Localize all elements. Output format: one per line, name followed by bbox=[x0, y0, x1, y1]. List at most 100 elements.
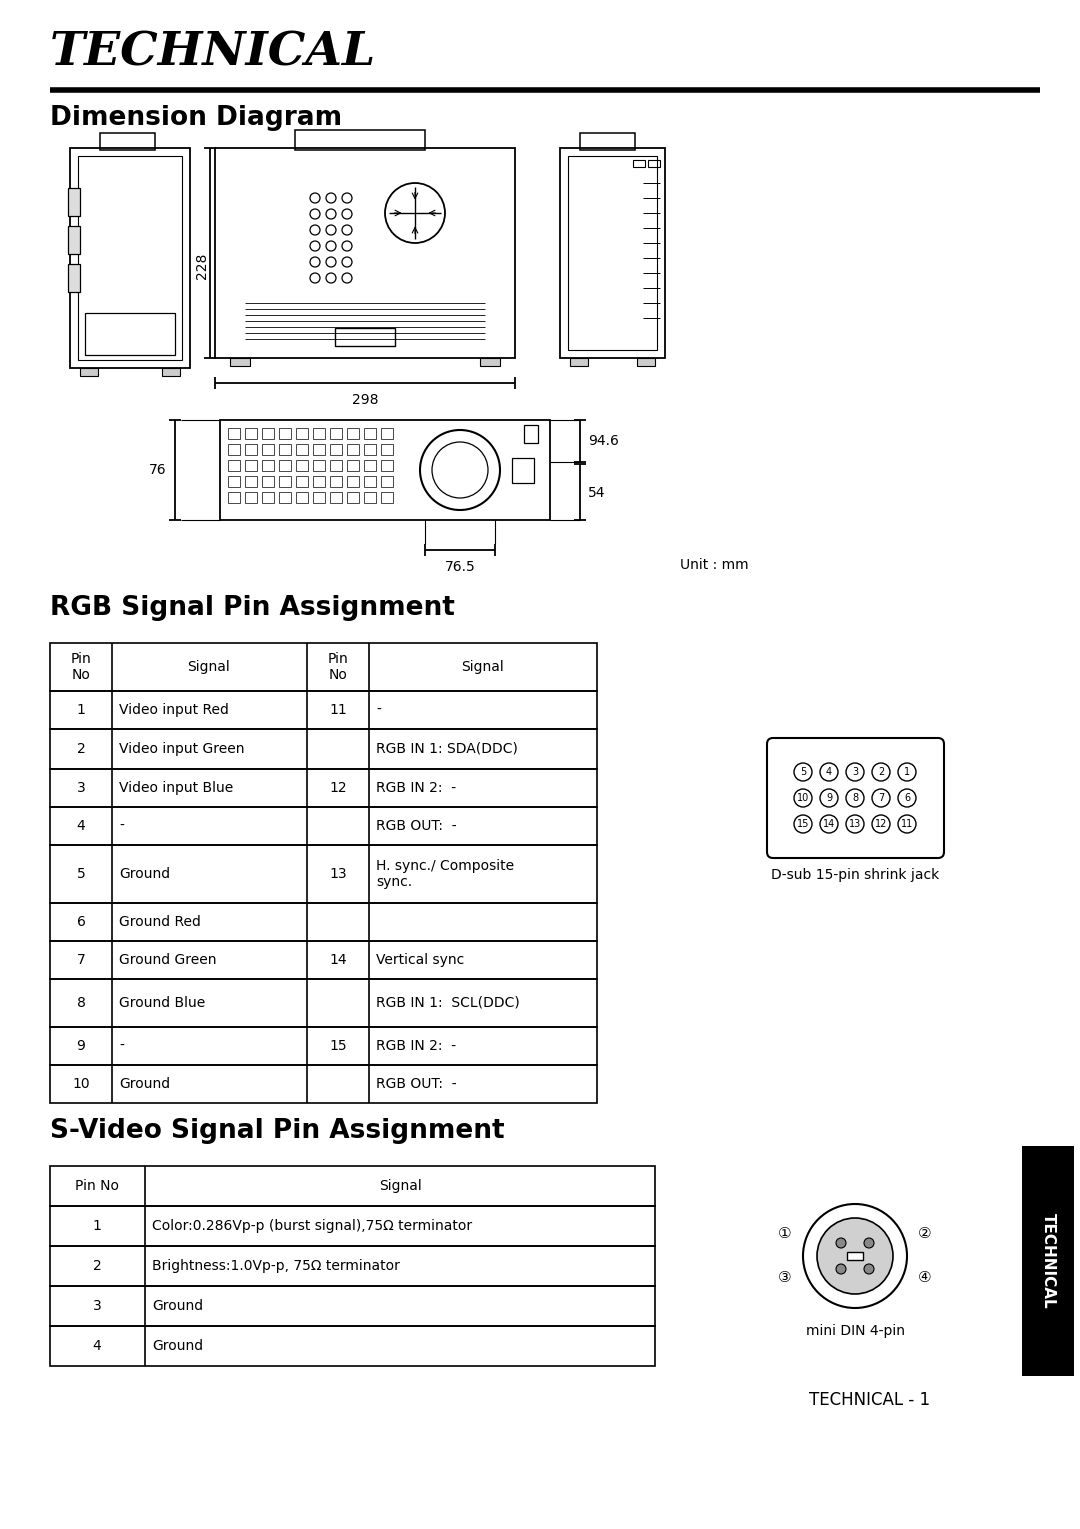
Text: 9: 9 bbox=[77, 1040, 85, 1053]
Bar bbox=[162, 368, 180, 376]
Bar bbox=[245, 460, 257, 471]
Bar bbox=[230, 358, 249, 365]
Bar bbox=[85, 313, 175, 355]
Text: Ground: Ground bbox=[119, 867, 171, 881]
Text: Unit : mm: Unit : mm bbox=[680, 558, 748, 572]
Text: 4: 4 bbox=[93, 1339, 102, 1353]
Circle shape bbox=[864, 1264, 874, 1274]
Bar bbox=[68, 265, 80, 292]
Bar bbox=[279, 492, 291, 503]
Bar bbox=[313, 460, 325, 471]
Bar bbox=[78, 156, 183, 359]
Text: Signal: Signal bbox=[379, 1179, 421, 1193]
Bar bbox=[68, 226, 80, 254]
Text: 2: 2 bbox=[93, 1258, 102, 1274]
Circle shape bbox=[820, 815, 838, 833]
Bar bbox=[313, 443, 325, 456]
Bar bbox=[50, 1246, 654, 1286]
Text: ③: ③ bbox=[779, 1271, 792, 1286]
Text: Ground: Ground bbox=[119, 1076, 171, 1092]
Text: 11: 11 bbox=[901, 820, 913, 829]
Text: 15: 15 bbox=[329, 1040, 347, 1053]
Bar bbox=[50, 769, 597, 807]
Circle shape bbox=[872, 815, 890, 833]
Text: 15: 15 bbox=[797, 820, 809, 829]
Bar bbox=[50, 979, 597, 1027]
Text: 3: 3 bbox=[852, 768, 859, 777]
Bar bbox=[313, 428, 325, 439]
Bar bbox=[50, 1286, 654, 1326]
Text: H. sync./ Composite
sync.: H. sync./ Composite sync. bbox=[376, 859, 514, 888]
Text: 2: 2 bbox=[878, 768, 885, 777]
Bar bbox=[50, 1066, 597, 1102]
Bar bbox=[296, 460, 308, 471]
Text: RGB OUT:  -: RGB OUT: - bbox=[376, 1076, 457, 1092]
Text: 1: 1 bbox=[77, 703, 85, 717]
Text: Ground Red: Ground Red bbox=[119, 914, 201, 930]
Text: 10: 10 bbox=[797, 794, 809, 803]
Text: 2: 2 bbox=[77, 742, 85, 755]
Circle shape bbox=[864, 1238, 874, 1248]
Bar bbox=[50, 729, 597, 769]
Bar bbox=[262, 443, 274, 456]
Text: ②: ② bbox=[918, 1226, 932, 1242]
Bar bbox=[295, 130, 426, 150]
Bar bbox=[364, 476, 376, 488]
Text: 13: 13 bbox=[849, 820, 861, 829]
Bar bbox=[381, 476, 393, 488]
Bar bbox=[330, 460, 342, 471]
Bar bbox=[296, 428, 308, 439]
Text: D-sub 15-pin shrink jack: D-sub 15-pin shrink jack bbox=[771, 868, 940, 882]
Text: Pin No: Pin No bbox=[75, 1179, 119, 1193]
Bar bbox=[313, 492, 325, 503]
Bar bbox=[245, 428, 257, 439]
Text: Vertical sync: Vertical sync bbox=[376, 953, 464, 966]
Circle shape bbox=[804, 1203, 907, 1307]
Text: 14: 14 bbox=[329, 953, 347, 966]
Text: 13: 13 bbox=[329, 867, 347, 881]
Bar bbox=[381, 443, 393, 456]
Bar bbox=[279, 460, 291, 471]
Text: 54: 54 bbox=[588, 486, 606, 500]
Bar bbox=[512, 459, 534, 483]
Bar bbox=[296, 492, 308, 503]
Circle shape bbox=[846, 815, 864, 833]
Bar bbox=[279, 476, 291, 488]
Bar bbox=[637, 358, 654, 365]
Circle shape bbox=[836, 1238, 846, 1248]
Bar bbox=[330, 428, 342, 439]
Text: RGB IN 2:  -: RGB IN 2: - bbox=[376, 1040, 456, 1053]
Bar bbox=[245, 443, 257, 456]
Bar bbox=[381, 492, 393, 503]
Bar bbox=[580, 133, 635, 150]
Text: 4: 4 bbox=[77, 820, 85, 833]
Bar bbox=[80, 368, 98, 376]
Bar bbox=[570, 358, 588, 365]
Circle shape bbox=[897, 815, 916, 833]
Text: TECHNICAL - 1: TECHNICAL - 1 bbox=[809, 1391, 931, 1410]
Text: Video input Green: Video input Green bbox=[119, 742, 244, 755]
Text: TECHNICAL: TECHNICAL bbox=[50, 31, 376, 76]
Text: RGB Signal Pin Assignment: RGB Signal Pin Assignment bbox=[50, 595, 455, 621]
Text: Ground Green: Ground Green bbox=[119, 953, 216, 966]
Bar bbox=[847, 1252, 863, 1260]
Bar bbox=[228, 443, 240, 456]
Bar bbox=[262, 460, 274, 471]
Text: 9: 9 bbox=[826, 794, 832, 803]
Bar bbox=[279, 443, 291, 456]
FancyBboxPatch shape bbox=[767, 739, 944, 858]
Text: 1: 1 bbox=[93, 1219, 102, 1232]
Text: Ground: Ground bbox=[152, 1300, 203, 1313]
Bar bbox=[262, 428, 274, 439]
Bar bbox=[228, 476, 240, 488]
Text: 5: 5 bbox=[800, 768, 806, 777]
Text: 7: 7 bbox=[77, 953, 85, 966]
Text: 10: 10 bbox=[72, 1076, 90, 1092]
Text: 12: 12 bbox=[329, 781, 347, 795]
Bar bbox=[1022, 1147, 1074, 1376]
Bar bbox=[50, 1167, 654, 1206]
Circle shape bbox=[872, 789, 890, 807]
Bar bbox=[347, 476, 359, 488]
Bar bbox=[381, 428, 393, 439]
Bar bbox=[262, 492, 274, 503]
